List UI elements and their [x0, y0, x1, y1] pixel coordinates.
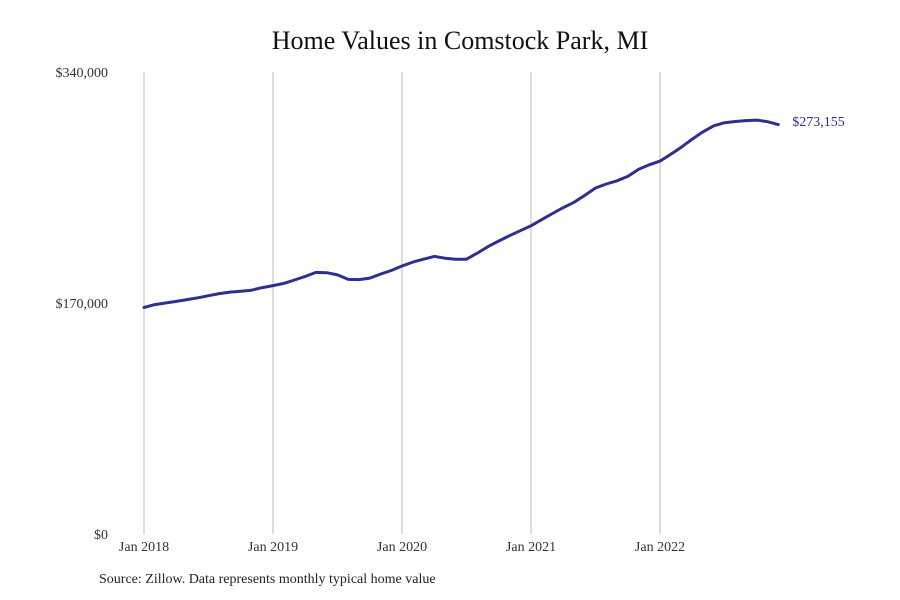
series-points — [143, 119, 780, 309]
data-point — [218, 292, 221, 295]
data-point — [745, 119, 748, 122]
gridlines — [143, 72, 661, 534]
data-point — [358, 278, 361, 281]
y-axis-ticks: $0 $170,000 $340,000 — [56, 66, 109, 543]
data-point — [519, 229, 522, 232]
data-point — [712, 124, 715, 127]
data-point — [583, 194, 586, 197]
data-point — [336, 273, 339, 276]
data-point — [508, 234, 511, 237]
x-tick-label: Jan 2021 — [506, 540, 556, 555]
source-note: Source: Zillow. Data represents monthly … — [99, 572, 436, 587]
data-point — [487, 245, 490, 248]
data-point — [250, 289, 253, 292]
data-point — [476, 252, 479, 255]
data-point — [207, 294, 210, 297]
data-point — [293, 279, 296, 282]
data-point — [164, 302, 167, 305]
data-point — [637, 168, 640, 171]
data-point — [680, 146, 683, 149]
data-point — [766, 120, 769, 123]
data-point — [229, 291, 232, 294]
x-tick-label: Jan 2019 — [248, 540, 298, 555]
data-point — [530, 224, 533, 227]
data-point — [702, 130, 705, 133]
data-point — [390, 269, 393, 272]
data-point — [723, 121, 726, 124]
data-point — [153, 303, 156, 306]
data-point — [605, 183, 608, 186]
data-point — [734, 120, 737, 123]
data-point — [755, 119, 758, 122]
data-point — [186, 298, 189, 301]
data-point — [669, 153, 672, 156]
data-point — [691, 138, 694, 141]
series-layer — [142, 118, 780, 309]
data-point — [379, 273, 382, 276]
data-point — [573, 201, 576, 204]
data-point — [648, 163, 651, 166]
data-point — [497, 240, 500, 243]
data-point — [616, 179, 619, 182]
data-point — [454, 258, 457, 261]
data-point — [594, 187, 597, 190]
data-point — [315, 271, 318, 274]
data-point — [659, 160, 662, 163]
data-point — [411, 261, 414, 264]
data-point — [347, 278, 350, 281]
data-point — [465, 258, 468, 261]
data-point — [777, 123, 780, 126]
data-point — [325, 271, 328, 274]
end-label-layer: $273,155 — [792, 115, 845, 130]
data-point — [368, 277, 371, 280]
data-point — [540, 218, 543, 221]
data-point — [304, 275, 307, 278]
data-point — [143, 306, 146, 309]
y-tick-label: $340,000 — [56, 66, 109, 81]
data-point — [444, 257, 447, 260]
data-point — [433, 255, 436, 258]
data-point — [239, 290, 242, 293]
data-point — [401, 265, 404, 268]
x-tick-label: Jan 2020 — [377, 540, 427, 555]
data-point — [261, 286, 264, 289]
data-point — [272, 284, 275, 287]
data-point — [175, 300, 178, 303]
y-tick-label: $170,000 — [56, 297, 109, 312]
x-tick-label: Jan 2018 — [119, 540, 169, 555]
data-point — [196, 296, 199, 299]
end-value-label: $273,155 — [792, 115, 845, 130]
y-tick-label: $0 — [94, 528, 108, 543]
data-point — [551, 212, 554, 215]
series-line — [142, 118, 780, 309]
x-tick-label: Jan 2022 — [635, 540, 685, 555]
data-point — [422, 258, 425, 261]
x-axis-ticks: Jan 2018 Jan 2019 Jan 2020 Jan 2021 Jan 2022 — [119, 540, 685, 555]
chart-title: Home Values in Comstock Park, MI — [271, 26, 649, 55]
data-point — [562, 206, 565, 209]
data-point — [626, 175, 629, 178]
data-point — [282, 282, 285, 285]
